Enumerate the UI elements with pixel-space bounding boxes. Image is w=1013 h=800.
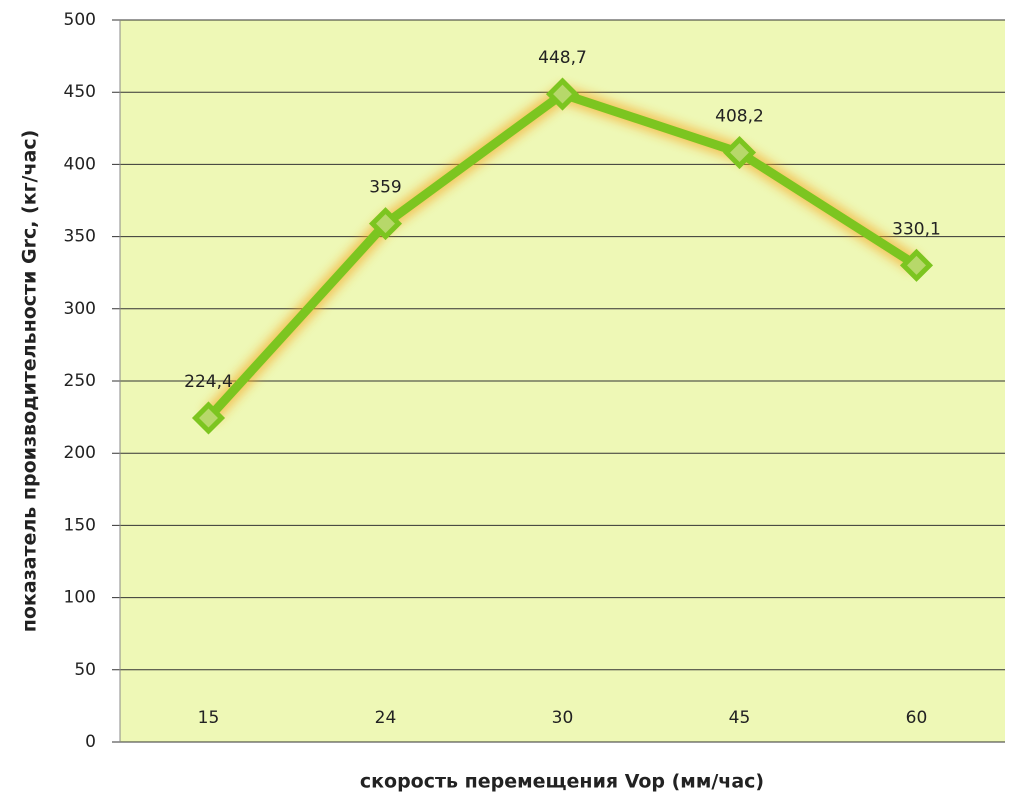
x-tick-label: 24 [375, 708, 397, 728]
marker [368, 207, 403, 241]
y-tick-label: 500 [64, 10, 96, 30]
data-label: 448,7 [538, 48, 587, 68]
y-tick-label: 400 [64, 154, 96, 174]
data-label: 359 [369, 178, 401, 198]
y-tick-label: 150 [64, 515, 96, 535]
marker [191, 401, 226, 435]
y-tick-label: 450 [64, 82, 96, 102]
marker [722, 136, 757, 170]
x-tick-label: 15 [198, 708, 220, 728]
y-tick-label: 100 [64, 588, 96, 608]
marker [545, 77, 580, 111]
y-tick-label: 350 [64, 227, 96, 247]
y-axis-label: показатель производительности Grc, (кг/ч… [19, 130, 41, 633]
y-tick-label: 250 [64, 371, 96, 391]
marker [899, 248, 934, 282]
x-axis-label: скорость перемещения Vop (мм/час) [360, 771, 764, 793]
y-tick-label: 50 [74, 660, 96, 680]
x-tick-label: 45 [729, 708, 751, 728]
x-tick-label: 30 [552, 708, 574, 728]
x-tick-label: 60 [906, 708, 928, 728]
data-label: 330,1 [892, 219, 941, 239]
data-label: 224,4 [184, 372, 233, 392]
y-tick-label: 0 [85, 732, 96, 752]
data-label: 408,2 [715, 107, 764, 127]
y-tick-label: 300 [64, 299, 96, 319]
y-tick-label: 200 [64, 443, 96, 463]
